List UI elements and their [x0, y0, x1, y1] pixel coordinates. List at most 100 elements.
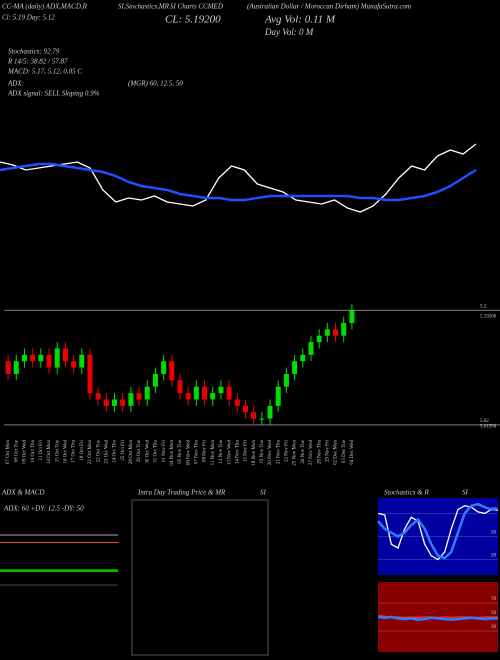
day-vol: Day Vol: 0 M [264, 27, 314, 37]
candle-body [128, 393, 134, 406]
x-tick-label: 15 Oct Tue [55, 439, 60, 462]
x-tick-label: 07 Nov Thu [195, 440, 200, 465]
panel-frame [131, 499, 269, 656]
candle-body [95, 393, 101, 400]
x-tick-label: 23 Oct Wed [104, 440, 109, 464]
series-line [377, 505, 499, 561]
candle-body [87, 354, 93, 394]
x-tick-label: 14 Oct Mon [47, 440, 52, 465]
panel-title: Intra Day Trading Price & MR [137, 489, 226, 497]
candle-body [300, 354, 306, 362]
candle-body [177, 380, 183, 394]
x-tick-label: 31 Oct Thu [154, 440, 159, 463]
price-label: 5.19200 [480, 314, 497, 319]
candle-body [292, 361, 298, 374]
candle-body [5, 361, 11, 374]
y-tick-label: 30 [491, 625, 497, 630]
x-tick-label: 19 Nov Tue [260, 439, 265, 463]
x-tick-label: 12 Nov Tue [219, 439, 224, 463]
x-tick-label: 21 Nov Thu [276, 440, 281, 465]
x-tick-label: 25 Nov Mon [293, 440, 298, 466]
x-tick-label: 29 Oct Tue [137, 439, 142, 462]
x-tick-label: 08 Nov Fri [203, 439, 208, 462]
stat-text: ADX signal: SELL Sloping 0.9% [7, 90, 100, 98]
candle-body [267, 405, 273, 419]
stat-text: MACD: 5.17, 5.12, 0.05 C [7, 68, 82, 76]
candle-body [259, 418, 265, 420]
x-tick-label: 01 Nov Fri [162, 439, 167, 462]
header-text: SI,Stochastics,MR [118, 3, 170, 11]
stat-text: (MGR) 60, 12.5, 50 [128, 80, 183, 88]
candle-body [120, 399, 126, 406]
x-tick-label: 02 Dec Mon [334, 440, 339, 465]
x-tick-label: 22 Oct Tue [96, 439, 101, 462]
x-tick-label: 30 Oct Wed [145, 440, 150, 464]
x-tick-label: 26 Nov Tue [301, 439, 306, 463]
candle-body [62, 348, 68, 362]
candle-body [185, 393, 191, 400]
panel-title: SI [260, 489, 267, 497]
panel-subtitle: ADX: 60 +DY: 12.5 -DY: 50 [3, 505, 84, 513]
candle-body [333, 329, 339, 336]
x-tick-label: 08 Oct Tue [14, 439, 19, 462]
candle-body [79, 354, 85, 368]
candle-body [210, 393, 216, 400]
x-tick-label: 03 Dec Tue [342, 439, 347, 463]
candle-body [341, 322, 347, 336]
panel-title: SI [462, 489, 469, 497]
x-tick-label: 17 Oct Thu [72, 440, 77, 463]
series-line [0, 162, 477, 202]
x-tick-label: 28 Oct Mon [129, 440, 134, 465]
x-tick-label: 06 Nov Wed [186, 440, 191, 466]
x-tick-label: 24 Oct Thu [113, 440, 118, 463]
x-tick-label: 20 Nov Wed [268, 440, 273, 466]
candle-body [226, 386, 232, 400]
x-tick-label: 29 Nov Fri [325, 439, 330, 462]
close-big: CL: 5.19200 [165, 14, 221, 26]
header-text: (Australian Dollar / Moroccan Dirham) Mu… [247, 3, 411, 11]
series-line [377, 502, 499, 560]
stat-text: Stochastics: 92.79 [8, 48, 60, 56]
x-tick-label: 22 Nov Fri [285, 439, 290, 462]
candle-body [234, 399, 240, 406]
close-small: Cl: 5.19 Day: 5.12 [2, 14, 55, 22]
y-tick-label: 50 [491, 531, 497, 536]
series-line [0, 143, 477, 213]
x-tick-label: 15 Nov Fri [244, 439, 249, 462]
x-tick-label: 09 Oct Wed [23, 440, 28, 464]
x-tick-label: 18 Nov Mon [252, 440, 257, 466]
candle-body [152, 373, 158, 387]
x-tick-label: 14 Nov Thu [235, 440, 240, 465]
y-tick-label: 5.02 [480, 419, 489, 424]
candle-body [161, 361, 167, 374]
candle-body [71, 361, 77, 368]
candle-body [54, 348, 60, 368]
candle-body [324, 329, 330, 336]
candle-body [38, 354, 44, 362]
candle-body [144, 386, 150, 400]
x-tick-label: 21 Oct Mon [88, 440, 93, 465]
candle-body [275, 386, 281, 406]
avg-vol: Avg Vol: 0.11 M [264, 14, 336, 26]
candle-body [349, 310, 355, 323]
x-tick-label: 04 Nov Mon [170, 440, 175, 466]
header-text: SI Charts CCMED [170, 3, 223, 11]
candle-body [136, 393, 142, 400]
y-tick-label: 5.2 [480, 304, 487, 309]
candle-body [103, 399, 109, 406]
candle-body [112, 399, 118, 406]
stat-text: R 14/5: 38.82 / 57.87 [7, 58, 68, 66]
y-tick-label: 70 [491, 597, 497, 602]
x-tick-label: 28 Nov Thu [317, 440, 322, 465]
x-tick-label: 13 Nov Wed [227, 440, 232, 466]
panel-title: Stochastics & R [384, 489, 429, 497]
x-tick-label: 25 Oct Fri [121, 439, 126, 460]
candle-body [251, 412, 257, 419]
x-tick-label: 11 Nov Mon [211, 440, 216, 466]
candle-body [193, 386, 199, 400]
series-line [377, 615, 498, 622]
x-tick-label: 04 Dec Wed [350, 440, 355, 465]
candle-body [242, 405, 248, 413]
y-tick-label: 50 [491, 611, 497, 616]
